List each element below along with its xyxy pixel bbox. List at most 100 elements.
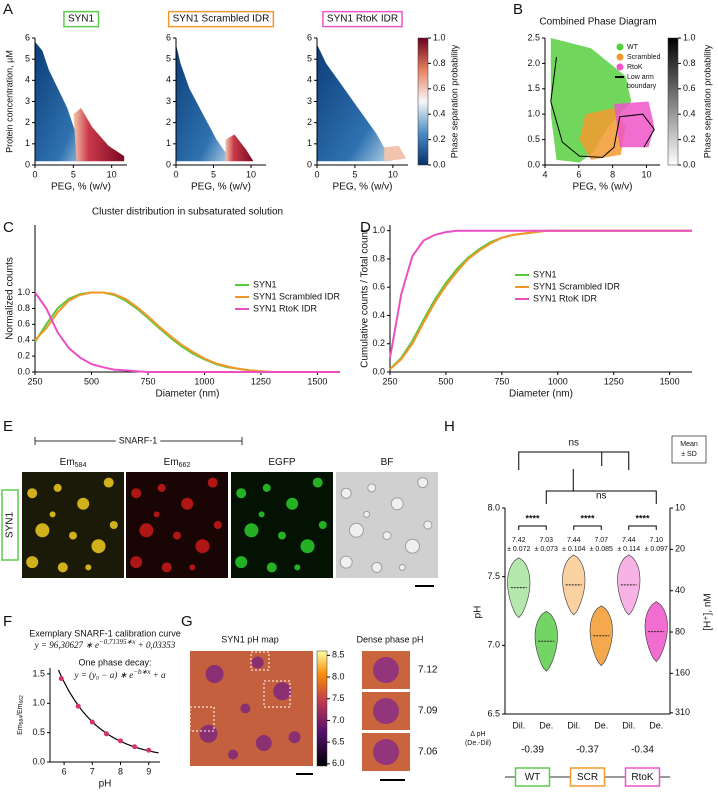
colorbar-tick-label: 0.8 bbox=[683, 58, 696, 68]
sig-bracket bbox=[518, 525, 547, 530]
x-tick-label: 5 bbox=[211, 169, 216, 179]
colorbar-tick-label: 0.0 bbox=[433, 159, 446, 169]
x-tick-label: 1250 bbox=[604, 376, 624, 386]
line bbox=[34, 291, 340, 373]
y-tick-label: 0.2 bbox=[372, 338, 385, 348]
droplet bbox=[69, 531, 77, 540]
y-axis-label: Em584/Em662 bbox=[17, 695, 25, 735]
data-point bbox=[103, 731, 109, 737]
dense-value: 7.12 bbox=[418, 665, 438, 676]
data-point bbox=[146, 747, 152, 753]
droplet bbox=[139, 523, 154, 538]
channel-name: Em bbox=[60, 457, 75, 468]
y-tick-label: 2.5 bbox=[527, 32, 540, 42]
droplet bbox=[262, 483, 271, 492]
droplet bbox=[77, 497, 90, 510]
droplet bbox=[390, 497, 404, 511]
x-tick-label: 5 bbox=[352, 169, 357, 179]
y-axis-label: pH bbox=[473, 606, 484, 619]
data-point bbox=[75, 703, 81, 709]
droplet bbox=[373, 698, 399, 724]
category-label: Dil. bbox=[512, 720, 525, 730]
label-part: /Em bbox=[17, 703, 24, 716]
y-tick-label: 5 bbox=[166, 54, 171, 64]
x-tick-label: 5 bbox=[71, 169, 76, 179]
sd-label: ± 0.073 bbox=[535, 546, 558, 553]
x-tick-label: 500 bbox=[84, 376, 99, 386]
droplet bbox=[288, 731, 301, 744]
stat-box bbox=[671, 435, 707, 464]
x-axis-label: Diameter (nm) bbox=[509, 389, 573, 400]
droplet bbox=[57, 562, 68, 573]
droplet bbox=[417, 477, 429, 489]
channel-label: BF bbox=[381, 457, 394, 468]
channel-name: Em bbox=[164, 457, 179, 468]
y-tick-label: 0.0 bbox=[17, 366, 30, 376]
panel-label: B bbox=[513, 1, 523, 18]
x-tick-label: 10 bbox=[388, 169, 398, 179]
x-tick-label: 6 bbox=[576, 169, 581, 179]
droplet bbox=[244, 523, 259, 538]
y-tick-label: 1.0 bbox=[32, 698, 45, 708]
delta-title: Δ pH bbox=[470, 731, 485, 738]
legend-label: RtoK bbox=[627, 64, 643, 71]
x-tick-label: 1500 bbox=[307, 376, 327, 386]
legend-label: Scrambled bbox=[627, 54, 661, 61]
y-tick-label: 1.0 bbox=[527, 109, 540, 119]
colorbar bbox=[316, 650, 328, 767]
y-tick-label: 0.6 bbox=[17, 319, 30, 329]
y-tick-label: 4 bbox=[25, 75, 30, 85]
fit-curve bbox=[57, 669, 159, 754]
sig-label: **** bbox=[635, 513, 650, 523]
x-tick-label: 0 bbox=[173, 169, 178, 179]
ns-label: ns bbox=[568, 438, 579, 449]
x-tick-label: 0 bbox=[32, 169, 37, 179]
droplet bbox=[258, 511, 265, 518]
panel-label: G bbox=[181, 613, 193, 630]
boundary-line bbox=[550, 56, 655, 158]
y-tick-label: 6.5 bbox=[487, 708, 500, 718]
colorbar-tick-label: 0.2 bbox=[433, 134, 446, 144]
formula-part: + a bbox=[150, 670, 166, 680]
droplet bbox=[371, 561, 383, 573]
y2-tick-label: 40 bbox=[675, 585, 685, 595]
density-region bbox=[225, 134, 254, 162]
colorbar-tick-label: 0.8 bbox=[433, 58, 446, 68]
droplet bbox=[373, 657, 399, 683]
droplet bbox=[286, 497, 299, 510]
droplet bbox=[398, 563, 406, 571]
group-box bbox=[624, 767, 661, 787]
title-box bbox=[322, 10, 403, 28]
x-tick-label: 8 bbox=[610, 169, 615, 179]
x-tick-label: 10 bbox=[246, 169, 256, 179]
colorbar-tick-label: 8.0 bbox=[332, 671, 345, 681]
legend-label: SYN1 Scrambled IDR bbox=[533, 281, 621, 291]
category-label: De. bbox=[539, 720, 553, 730]
sig-bracket bbox=[573, 525, 602, 530]
ns-bracket bbox=[545, 490, 657, 504]
legend-label: SYN1 RtoK IDR bbox=[533, 293, 598, 303]
density-region bbox=[550, 38, 632, 163]
formula-part: y = (y₀ − a) ∗ e bbox=[73, 670, 133, 680]
category-label: De. bbox=[594, 720, 608, 730]
droplet bbox=[312, 477, 323, 488]
x-tick-label: 8 bbox=[118, 766, 123, 776]
y-tick-label: 0.0 bbox=[527, 159, 540, 169]
droplet bbox=[278, 531, 286, 540]
y-tick-label: 3 bbox=[166, 96, 171, 106]
droplet bbox=[251, 656, 264, 669]
y-tick-label: 0.0 bbox=[372, 366, 385, 376]
data-point bbox=[132, 744, 138, 750]
delta-value: -0.37 bbox=[576, 745, 599, 756]
droplet bbox=[181, 497, 194, 510]
x-axis-label: PEG, % (w/v) bbox=[191, 182, 251, 193]
y-tick-label: 0 bbox=[307, 159, 312, 169]
mean-label: 7.03 bbox=[539, 537, 553, 544]
density-region bbox=[35, 41, 91, 162]
y-tick-label: 1.0 bbox=[372, 225, 385, 235]
droplet bbox=[161, 562, 172, 573]
y-tick-label: 1 bbox=[307, 138, 312, 148]
density-region bbox=[384, 145, 407, 162]
chart-title: Combined Phase Diagram bbox=[539, 17, 656, 28]
